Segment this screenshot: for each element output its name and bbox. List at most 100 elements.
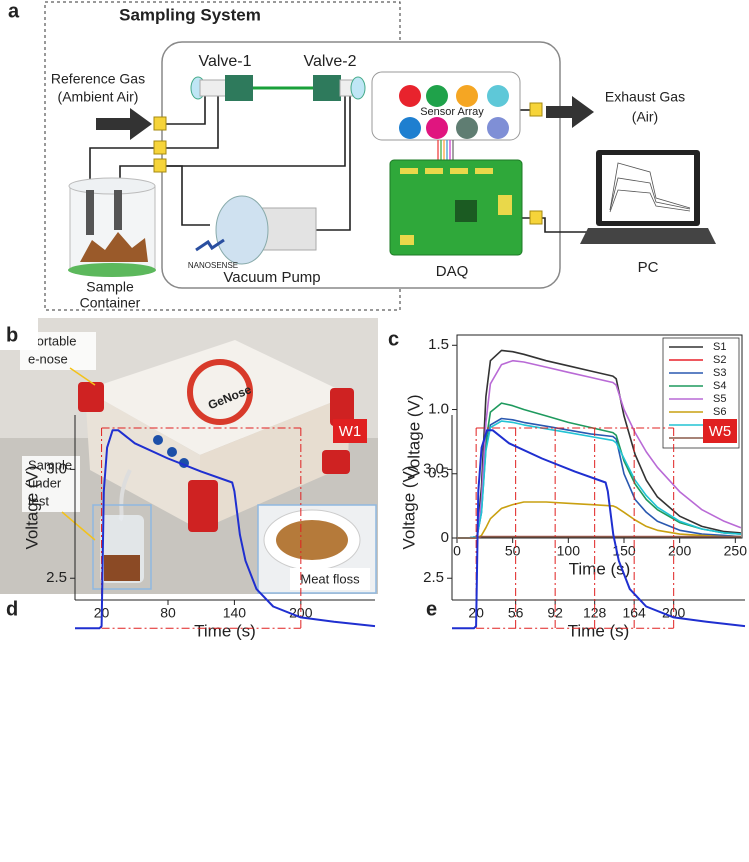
x-tick-label: 0 (453, 543, 461, 559)
logo-ring (187, 359, 253, 425)
series-line (457, 535, 741, 539)
reference-gas: Reference Gas (51, 71, 145, 87)
label-box (22, 456, 80, 512)
sample (104, 555, 140, 581)
x-tick-label: 128 (583, 605, 607, 621)
x-tick-label: 140 (223, 605, 247, 621)
connectors (153, 102, 543, 225)
sensor-array-label: Sensor Array (420, 106, 484, 118)
reference-gas: (Ambient Air) (58, 89, 139, 105)
logo: NANOSENSE (188, 261, 238, 270)
x-axis-label: Time (s) (568, 621, 630, 640)
y-tick-label: 0 (441, 529, 449, 546)
panel-label: e (426, 598, 437, 620)
enose-side (85, 390, 200, 530)
y-tick-label: 3.0 (46, 460, 67, 477)
panel-label: c (388, 328, 399, 350)
daq-label: DAQ (436, 263, 469, 280)
label-bg (0, 318, 38, 350)
y-tick-label: 1.0 (428, 400, 449, 417)
valve-label: Valve-2 (303, 53, 356, 70)
x-tick-label: 250 (724, 543, 748, 559)
sample-label: under (28, 475, 62, 490)
series-line (452, 429, 746, 630)
legend-label: S3 (713, 367, 726, 379)
sampling-title: Sampling System (119, 5, 261, 24)
label-box (290, 568, 370, 590)
x-tick-label: 100 (557, 543, 581, 559)
series-line (457, 501, 741, 539)
jar-tube (86, 190, 94, 235)
enose-top (85, 340, 350, 455)
y-axis-label: Voltage (V) (22, 465, 41, 549)
series-line (457, 420, 741, 539)
x-tick-label: 164 (622, 605, 646, 621)
device-label: e-nose (28, 351, 68, 366)
y-axis-label: Voltage (V) (399, 465, 418, 549)
panel-label: d (6, 598, 18, 620)
series-line (75, 429, 376, 630)
inlet-arrow (96, 108, 152, 140)
laptop-plot (609, 162, 691, 213)
sample (80, 232, 148, 262)
y-tick-label: 2.5 (423, 569, 444, 586)
valve (225, 75, 253, 101)
x-tick-label: 200 (662, 605, 686, 621)
enose-corners (78, 382, 354, 532)
window-badge (703, 419, 737, 443)
sample-label: test (28, 493, 49, 508)
valve-label: Valve-1 (198, 53, 251, 70)
panel-b: GeNose Portable e-nose Sample under test… (0, 318, 378, 594)
plot-frame (456, 334, 743, 539)
x-tick-label: 56 (508, 605, 524, 621)
logo-mark (195, 238, 225, 252)
x-tick-label: 50 (505, 543, 521, 559)
legend-label: S1 (713, 341, 726, 353)
inset-frame (92, 504, 152, 590)
jar-base (68, 263, 156, 277)
inset-label: Meat floss (300, 571, 360, 586)
enose-front (200, 395, 350, 530)
ribbon (437, 140, 454, 160)
exhaust-gas: Exhaust Gas (605, 89, 685, 105)
x-tick-label: 200 (289, 605, 313, 621)
container-label: Sample (86, 279, 134, 295)
board-parts (400, 168, 512, 245)
x-axis-label: Time (s) (569, 559, 631, 578)
container-label: Container (80, 295, 141, 311)
x-axis-label: Time (s) (194, 621, 256, 640)
chip (455, 200, 477, 222)
sampling-box (44, 1, 401, 311)
legend-label: S5 (713, 393, 726, 405)
jar-tube (114, 190, 122, 230)
panel-a: a Sampling System Valve-1 Valve-2 Se (8, 0, 716, 311)
series-line (457, 359, 742, 539)
pointer (69, 367, 96, 386)
valve-port (350, 76, 366, 100)
legend-label: S6 (713, 406, 726, 418)
valve-port (199, 79, 227, 97)
window-label: W5 (709, 423, 732, 440)
pump-label: Vacuum Pump (223, 269, 320, 286)
x-tick-label: 80 (160, 605, 176, 621)
pointer (61, 511, 96, 541)
legend-label: S4 (713, 380, 726, 392)
y-tick-label: 0.5 (428, 465, 449, 482)
x-tick-label: 200 (668, 543, 692, 559)
jar-lid (68, 177, 156, 195)
pump-head (215, 195, 269, 265)
legend-label: S2 (713, 354, 726, 366)
panel-label: a (8, 0, 20, 22)
y-tick-label: 1.5 (428, 336, 449, 353)
device-label: Portable (28, 333, 76, 348)
window-label: W1 (339, 423, 362, 440)
sample-label: Sample (28, 457, 72, 472)
meat-floss (276, 520, 348, 560)
panel-label: b (6, 324, 18, 346)
sensors (399, 85, 509, 139)
y-axis-label: Voltage (V) (404, 394, 423, 478)
valve (313, 75, 341, 101)
laptop-base (580, 228, 716, 244)
exhaust-arrow (546, 96, 594, 128)
